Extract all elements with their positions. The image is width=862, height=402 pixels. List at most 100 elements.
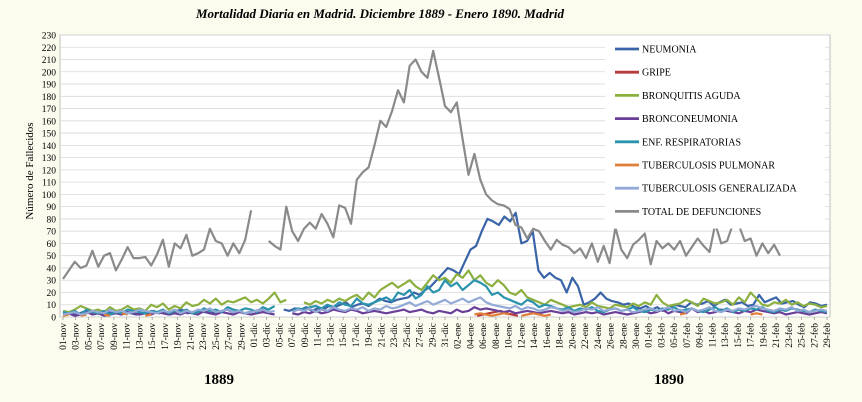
x-tick-label: 25-nov: [212, 323, 222, 350]
x-tick-label: 22-ene: [581, 323, 591, 349]
x-tick-label: 21-dic: [377, 323, 387, 347]
x-tick-label: 02-ene: [454, 323, 464, 349]
y-tick-label: 140: [42, 142, 57, 152]
x-tick-label: 17-feb: [746, 323, 757, 348]
legend-entry: ENF. RESPIRATORIAS: [642, 137, 741, 148]
x-tick-label: 17-nov: [161, 323, 171, 350]
legend-entry: BRONCONEUMONIA: [642, 114, 739, 125]
y-tick-label: 220: [42, 44, 57, 54]
x-tick-label: 04-ene: [466, 323, 476, 349]
x-tick-label: 25-feb: [797, 323, 808, 348]
x-tick-label: 23-feb: [784, 323, 795, 348]
legend-box: [605, 37, 825, 229]
x-tick-label: 26-ene: [607, 323, 617, 349]
x-tick-label: 13-nov: [135, 323, 145, 350]
x-tick-label: 29-feb: [822, 323, 833, 348]
x-tick-label: 07-nov: [97, 323, 107, 350]
x-tick-label: 09-dic: [301, 323, 311, 347]
y-tick-label: 180: [42, 93, 57, 103]
x-tick-label: 29-dic: [428, 323, 438, 347]
y-tick-label: 150: [42, 130, 57, 140]
x-tick-label: 11-dic: [314, 323, 324, 347]
x-tick-label: 24-ene: [594, 323, 604, 349]
x-tick-label: 03-dic: [263, 323, 273, 347]
x-tick-label: 19-nov: [174, 323, 184, 350]
legend-entry: BRONQUITIS AGUDA: [642, 91, 741, 102]
series-line-tuberculosis-pulmonar: [62, 312, 763, 317]
y-tick-label: 100: [42, 191, 57, 201]
x-tick-label: 27-feb: [809, 323, 820, 348]
x-tick-label: 05-feb: [669, 323, 680, 348]
y-tick-label: 0: [51, 314, 56, 324]
x-tick-label: 01-nov: [59, 323, 69, 350]
legend-entry: NEUMONIA: [642, 45, 697, 56]
x-tick-label: 21-feb: [771, 323, 782, 348]
y-tick-label: 200: [42, 68, 57, 78]
y-tick-label: 230: [42, 32, 57, 42]
x-tick-label: 27-dic: [416, 323, 426, 347]
x-tick-label: 12-ene: [517, 323, 527, 349]
x-tick-label: 21-nov: [186, 323, 196, 350]
x-tick-label: 11-feb: [707, 323, 718, 348]
x-tick-label: 03-feb: [656, 323, 667, 348]
x-tick-label: 15-nov: [148, 323, 158, 350]
legend-entry: TUBERCULOSIS GENERALIZADA: [642, 184, 797, 195]
legend-entry: GRIPE: [642, 68, 671, 79]
x-tick-label: 14-ene: [530, 323, 540, 349]
y-tick-label: 20: [47, 289, 57, 299]
chart-title: Mortalidad Diaria en Madrid. Diciembre 1…: [196, 6, 564, 21]
x-tick-label: 17-dic: [352, 323, 362, 347]
x-tick-label: 16-ene: [543, 323, 553, 349]
x-tick-label: 07-feb: [682, 323, 693, 348]
y-tick-label: 50: [47, 252, 57, 262]
x-tick-label: 23-dic: [390, 323, 400, 347]
y-tick-label: 120: [42, 166, 57, 176]
x-tick-label: 05-nov: [84, 323, 94, 350]
x-tick-label: 03-nov: [72, 323, 82, 350]
y-tick-label: 10: [47, 301, 57, 311]
x-tick-label: 06-ene: [479, 323, 489, 349]
y-tick-label: 70: [47, 228, 57, 238]
y-tick-label: 170: [42, 105, 57, 115]
y-tick-label: 190: [42, 81, 57, 91]
legend-entry: TOTAL DE DEFUNCIONES: [642, 207, 761, 218]
x-tick-label: 08-ene: [492, 323, 502, 349]
x-tick-label: 30-ene: [632, 323, 642, 349]
y-tick-label: 110: [42, 179, 56, 189]
year-label-1890: 1890: [654, 372, 684, 388]
x-tick-label: 07-dic: [288, 323, 298, 347]
legend-entry: TUBERCULOSIS PULMONAR: [642, 161, 775, 172]
x-tick-label: 15-dic: [339, 323, 349, 347]
x-tick-label: 01-dic: [250, 323, 260, 347]
x-tick-label: 31-dic: [441, 323, 451, 347]
y-tick-label: 60: [47, 240, 57, 250]
x-tick-label: 13-feb: [720, 323, 731, 348]
y-tick-label: 130: [42, 154, 57, 164]
series-line-total-de-defunciones: [62, 49, 781, 280]
series-line-bronquitis-aguda: [62, 269, 828, 314]
x-tick-label: 18-ene: [556, 323, 566, 349]
series-line-tuberculosis-generalizada: [62, 296, 828, 316]
x-tick-label: 05-dic: [275, 323, 285, 347]
y-tick-label: 90: [47, 203, 57, 213]
y-tick-label: 160: [42, 117, 57, 127]
x-tick-label: 23-nov: [199, 323, 209, 350]
x-tick-label: 09-nov: [110, 323, 120, 350]
x-tick-label: 19-feb: [758, 323, 769, 348]
y-tick-label: 210: [42, 56, 57, 66]
x-tick-label: 11-nov: [123, 323, 133, 350]
x-tick-label: 09-feb: [695, 323, 706, 348]
y-tick-label: 30: [47, 277, 57, 287]
x-tick-label: 19-dic: [365, 323, 375, 347]
x-tick-label: 13-dic: [326, 323, 336, 347]
x-tick-label: 15-feb: [733, 323, 744, 348]
x-tick-label: 27-nov: [225, 323, 235, 350]
y-tick-label: 40: [47, 264, 57, 274]
x-tick-label: 28-ene: [619, 323, 629, 349]
x-tick-label: 20-ene: [568, 323, 578, 349]
year-label-1889: 1889: [204, 372, 234, 388]
x-tick-label: 10-ene: [505, 323, 515, 349]
x-tick-label: 01-feb: [644, 323, 655, 348]
x-tick-label: 29-nov: [237, 323, 247, 350]
